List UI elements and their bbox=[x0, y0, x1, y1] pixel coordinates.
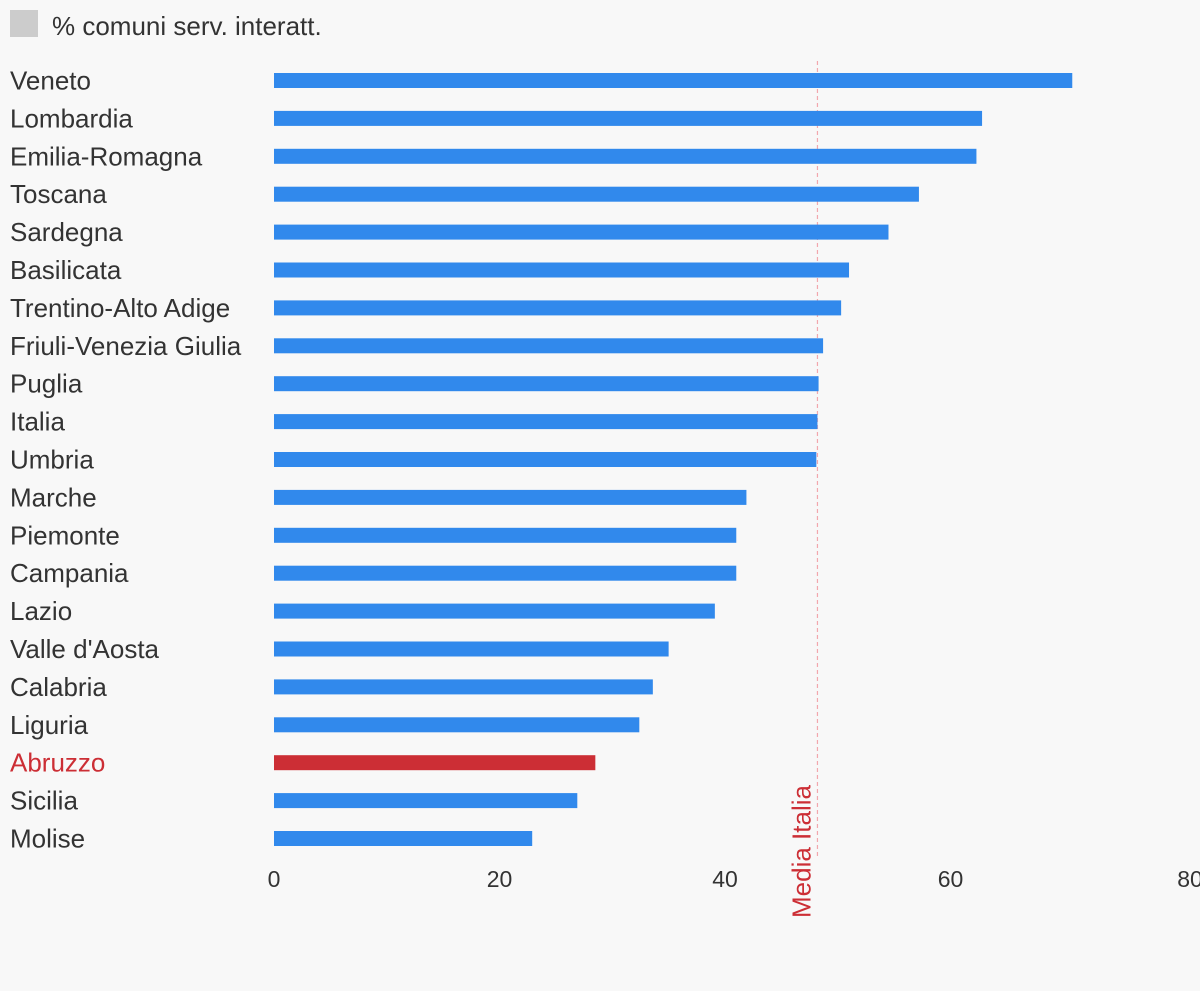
bar-trentino-alto-adige[interactable] bbox=[274, 300, 842, 316]
bar-friuli-venezia-giulia[interactable] bbox=[274, 338, 824, 354]
category-label-friuli-venezia-giulia: Friuli-Venezia Giulia bbox=[10, 331, 242, 361]
category-label-toscana: Toscana bbox=[10, 179, 107, 209]
category-label-campania: Campania bbox=[10, 558, 129, 588]
bar-calabria[interactable] bbox=[274, 679, 653, 695]
category-label-puglia: Puglia bbox=[10, 369, 83, 399]
category-label-liguria: Liguria bbox=[10, 710, 89, 740]
bar-abruzzo[interactable] bbox=[274, 755, 596, 771]
category-label-sicilia: Sicilia bbox=[10, 786, 78, 816]
category-label-marche: Marche bbox=[10, 482, 97, 512]
category-label-emilia-romagna: Emilia-Romagna bbox=[10, 141, 203, 171]
bar-lombardia[interactable] bbox=[274, 110, 983, 126]
x-tick-label-60: 60 bbox=[938, 866, 964, 892]
bar-valle-d-aosta[interactable] bbox=[274, 641, 669, 657]
category-label-piemonte: Piemonte bbox=[10, 520, 120, 550]
category-label-lazio: Lazio bbox=[10, 596, 72, 626]
bar-molise[interactable] bbox=[274, 831, 533, 846]
category-label-molise: Molise bbox=[10, 824, 85, 854]
bar-basilicata[interactable] bbox=[274, 262, 850, 278]
bar-italia[interactable] bbox=[274, 414, 818, 430]
legend-swatch bbox=[10, 10, 38, 37]
x-tick-label-80: 80 bbox=[1177, 866, 1200, 892]
bar-sicilia[interactable] bbox=[274, 793, 578, 809]
category-label-abruzzo: Abruzzo bbox=[10, 748, 105, 778]
category-label-lombardia: Lombardia bbox=[10, 103, 133, 133]
category-label-valle-d-aosta: Valle d'Aosta bbox=[10, 634, 160, 664]
bar-sardegna[interactable] bbox=[274, 224, 889, 240]
category-label-umbria: Umbria bbox=[10, 445, 94, 475]
bar-umbria[interactable] bbox=[274, 452, 817, 467]
category-label-trentino-alto-adige: Trentino-Alto Adige bbox=[10, 293, 230, 323]
bar-piemonte[interactable] bbox=[274, 527, 737, 543]
bar-liguria[interactable] bbox=[274, 717, 640, 733]
bar-marche[interactable] bbox=[274, 489, 747, 505]
reference-line-label: Media Italia bbox=[786, 785, 816, 918]
bar-lazio[interactable] bbox=[274, 603, 715, 619]
x-tick-label-20: 20 bbox=[487, 866, 513, 892]
category-label-calabria: Calabria bbox=[10, 672, 107, 702]
x-tick-label-40: 40 bbox=[712, 866, 738, 892]
bar-veneto[interactable] bbox=[274, 73, 1073, 88]
x-tick-label-0: 0 bbox=[268, 866, 281, 892]
category-label-veneto: Veneto bbox=[10, 66, 91, 96]
bar-emilia-romagna[interactable] bbox=[274, 148, 977, 164]
category-label-sardegna: Sardegna bbox=[10, 217, 123, 247]
bar-campania[interactable] bbox=[274, 565, 737, 581]
category-label-basilicata: Basilicata bbox=[10, 255, 122, 285]
bar-toscana[interactable] bbox=[274, 186, 919, 202]
category-label-italia: Italia bbox=[10, 407, 65, 437]
bar-puglia[interactable] bbox=[274, 376, 819, 392]
legend-label[interactable]: % comuni serv. interatt. bbox=[52, 11, 322, 41]
